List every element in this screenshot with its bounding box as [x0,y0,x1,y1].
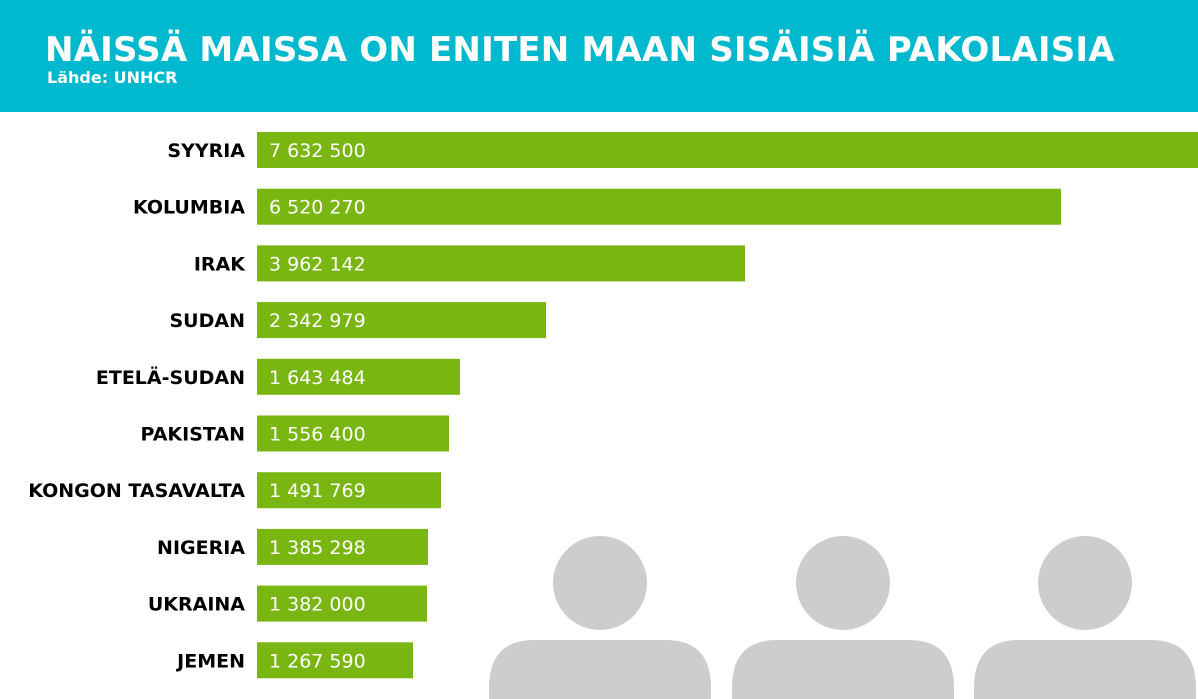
bar [257,528,428,565]
silhouette-body [732,640,954,699]
category-label: NIGERIA [157,537,245,559]
person-silhouette-icon [974,536,1196,699]
silhouette-head [553,536,647,630]
bar [257,585,427,622]
person-silhouette-icon [732,536,954,699]
bar-value-label: 1 491 769 [269,480,366,502]
silhouettes-group [489,536,1196,699]
bar-row: ETELÄ-SUDAN 1 643 484 [96,358,460,395]
bar-row: KOLUMBIA 6 520 270 [133,188,1061,225]
bar [257,132,1198,168]
bar-value-label: 1 382 000 [269,594,366,616]
category-label: KONGON TASAVALTA [28,480,245,502]
bar-row: IRAK 3 962 142 [194,245,745,282]
header-banner: NÄISSÄ MAISSA ON ENITEN MAAN SISÄISIÄ PA… [0,0,1198,112]
category-label: KOLUMBIA [133,197,245,219]
category-label: IRAK [194,253,246,275]
bar-row: SYYRIA 7 632 500 [167,132,1198,168]
bar-value-label: 1 267 590 [269,650,366,672]
bar-row: KONGON TASAVALTA 1 491 769 [28,472,441,509]
silhouette-head [796,536,890,630]
bar [257,358,460,395]
bar-value-label: 1 643 484 [269,367,366,389]
category-label: SUDAN [170,310,246,332]
bar-value-label: 3 962 142 [269,253,366,275]
silhouette-head [1038,536,1132,630]
bar-value-label: 1 556 400 [269,424,366,446]
page-title: NÄISSÄ MAISSA ON ENITEN MAAN SISÄISIÄ PA… [45,30,1115,70]
bar [257,472,441,509]
bar [257,415,449,452]
category-label: UKRAINA [148,594,245,616]
silhouette-body [489,640,711,699]
bar-value-label: 2 342 979 [269,310,366,332]
bar [257,245,745,282]
category-label: ETELÄ-SUDAN [96,365,245,389]
bar-row: NIGERIA 1 385 298 [157,528,428,565]
bar-row: SUDAN 2 342 979 [170,302,546,339]
bar-row: JEMEN 1 267 590 [175,642,413,679]
category-label: JEMEN [175,650,245,672]
bars-group: SYYRIA 7 632 500 KOLUMBIA 6 520 270 IRAK 3 96… [28,132,1198,679]
bar [257,642,413,679]
silhouette-body [974,640,1196,699]
category-label: PAKISTAN [141,424,245,446]
bar [257,188,1061,225]
bar-row: UKRAINA 1 382 000 [148,585,427,622]
bar [257,302,546,339]
source-note: Lähde: UNHCR [47,68,178,87]
person-silhouette-icon [489,536,711,699]
bar-value-label: 7 632 500 [269,140,366,162]
bar-value-label: 1 385 298 [269,537,366,559]
category-label: SYYRIA [167,140,245,162]
bar-value-label: 6 520 270 [269,197,366,219]
bar-row: PAKISTAN 1 556 400 [141,415,449,452]
